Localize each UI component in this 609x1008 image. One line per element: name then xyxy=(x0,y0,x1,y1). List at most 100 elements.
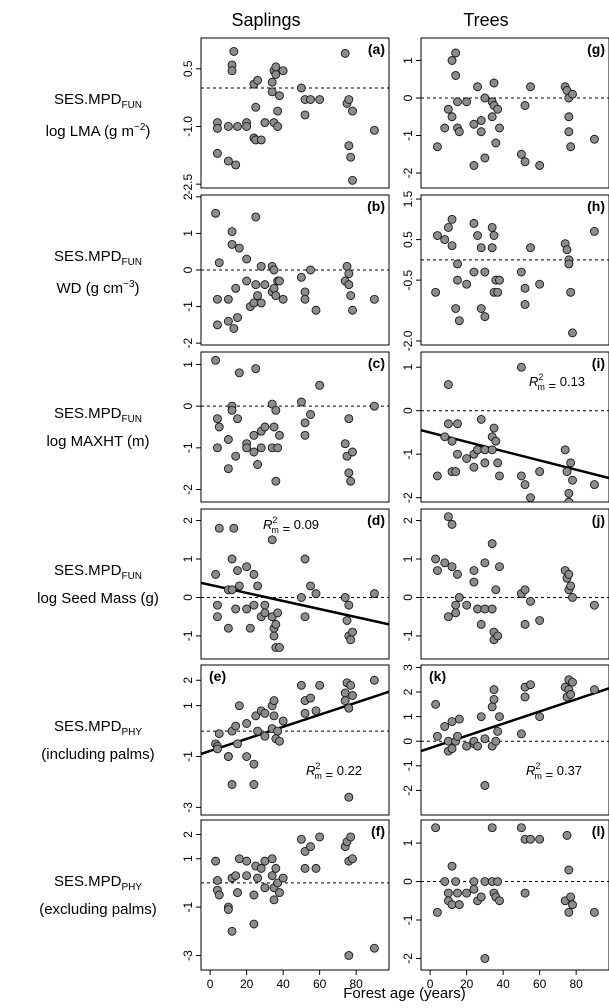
data-point xyxy=(253,75,263,85)
data-point xyxy=(273,106,283,116)
data-point xyxy=(231,451,241,461)
panel-frame xyxy=(200,37,390,189)
data-point xyxy=(493,287,503,297)
data-point xyxy=(271,62,281,72)
data-point xyxy=(315,380,325,390)
data-point xyxy=(348,854,357,864)
data-point xyxy=(249,759,259,769)
data-point xyxy=(447,519,457,529)
data-point xyxy=(260,708,270,718)
data-point xyxy=(369,125,379,135)
row-label-metric-subscript: FUN xyxy=(121,257,143,268)
data-point xyxy=(234,368,244,378)
data-point xyxy=(495,275,504,285)
row-label-metric: SES.MPDFUN xyxy=(0,89,196,117)
data-point xyxy=(229,523,239,533)
data-point xyxy=(443,380,453,390)
data-point xyxy=(451,71,461,80)
y-tick-label: -2 xyxy=(181,338,195,349)
panel-frame xyxy=(200,819,390,971)
panel-letter: (l) xyxy=(592,823,605,839)
data-point xyxy=(256,863,266,873)
data-point xyxy=(469,119,479,129)
data-point xyxy=(568,900,577,910)
data-point xyxy=(214,729,224,739)
panel-j: 2 1 0 -1 (j) xyxy=(401,508,609,660)
row-label-trait-text: log MAXHT (m) xyxy=(46,433,150,450)
data-point xyxy=(520,300,530,309)
panel-letter: (k) xyxy=(429,668,446,684)
row-label-trait: log Seed Mass (g) xyxy=(0,588,196,610)
panel-frame xyxy=(420,664,609,816)
data-point xyxy=(451,48,461,58)
x-tick-label: 80 xyxy=(569,977,583,991)
data-point xyxy=(493,104,503,114)
data-point xyxy=(311,305,321,315)
y-tick-label: -2 xyxy=(181,484,195,495)
row-label-5: SES.MPDPHY (including palms) xyxy=(0,716,196,766)
data-point xyxy=(447,241,457,251)
data-point xyxy=(346,291,356,301)
y-tick-label: 1.5 xyxy=(401,190,415,207)
data-point xyxy=(469,884,479,894)
data-point xyxy=(469,267,479,277)
data-point xyxy=(454,593,464,602)
row-label-trait-text: log Seed Mass (g) xyxy=(37,590,159,607)
data-point xyxy=(340,593,350,602)
y-tick-label: -1 xyxy=(181,442,195,453)
data-point xyxy=(473,741,483,751)
data-point xyxy=(348,106,357,116)
data-point xyxy=(489,231,499,240)
data-point xyxy=(300,430,310,440)
data-point xyxy=(526,680,535,690)
data-point xyxy=(211,569,221,579)
data-point xyxy=(443,104,453,114)
data-point xyxy=(516,267,526,277)
data-point xyxy=(568,89,577,99)
y-tick-label: 0 xyxy=(181,266,195,273)
data-point xyxy=(462,741,472,751)
data-point xyxy=(306,842,315,852)
data-point xyxy=(469,161,479,170)
y-tick-label: 2 xyxy=(181,193,195,200)
data-point xyxy=(311,863,321,873)
data-point xyxy=(520,888,530,898)
data-point xyxy=(275,276,284,286)
row-label-metric: SES.MPDPHY xyxy=(0,871,196,899)
data-point xyxy=(589,600,599,610)
row-label-metric: SES.MPDFUN xyxy=(0,246,196,274)
data-point xyxy=(369,943,379,953)
data-point xyxy=(311,706,321,716)
data-point xyxy=(491,436,501,446)
data-point xyxy=(462,600,472,610)
panel-d: 2 1 0 -1 (d) R2 m = 0.09 xyxy=(181,508,390,660)
data-point xyxy=(493,458,503,468)
data-point xyxy=(231,721,241,731)
data-point xyxy=(487,445,497,455)
y-tick-label: -0.5 xyxy=(401,269,415,290)
data-point xyxy=(491,585,501,595)
data-point xyxy=(489,694,499,704)
data-point xyxy=(447,861,457,871)
data-point xyxy=(233,566,242,575)
data-point xyxy=(227,554,237,564)
data-point xyxy=(493,877,503,886)
data-point xyxy=(212,876,222,885)
x-tick-label: 40 xyxy=(276,977,290,991)
data-point xyxy=(440,722,450,731)
panel-k: 3 2 1 0 -1 -2 (k) R2 m = 0.37 xyxy=(401,664,609,816)
data-point xyxy=(487,112,497,122)
x-tick-label: 20 xyxy=(240,977,254,991)
data-point xyxy=(589,480,599,490)
data-point xyxy=(520,619,530,629)
data-point xyxy=(245,623,255,633)
data-point xyxy=(253,726,263,736)
y-tick-label: 2 xyxy=(401,688,415,695)
data-point xyxy=(562,830,572,840)
data-point xyxy=(300,294,310,304)
y-tick-label: 0.5 xyxy=(401,231,415,248)
data-point xyxy=(535,161,545,170)
data-point xyxy=(493,726,503,736)
panel-letter: (g) xyxy=(587,41,605,57)
row-label-metric-subscript: PHY xyxy=(121,727,143,738)
